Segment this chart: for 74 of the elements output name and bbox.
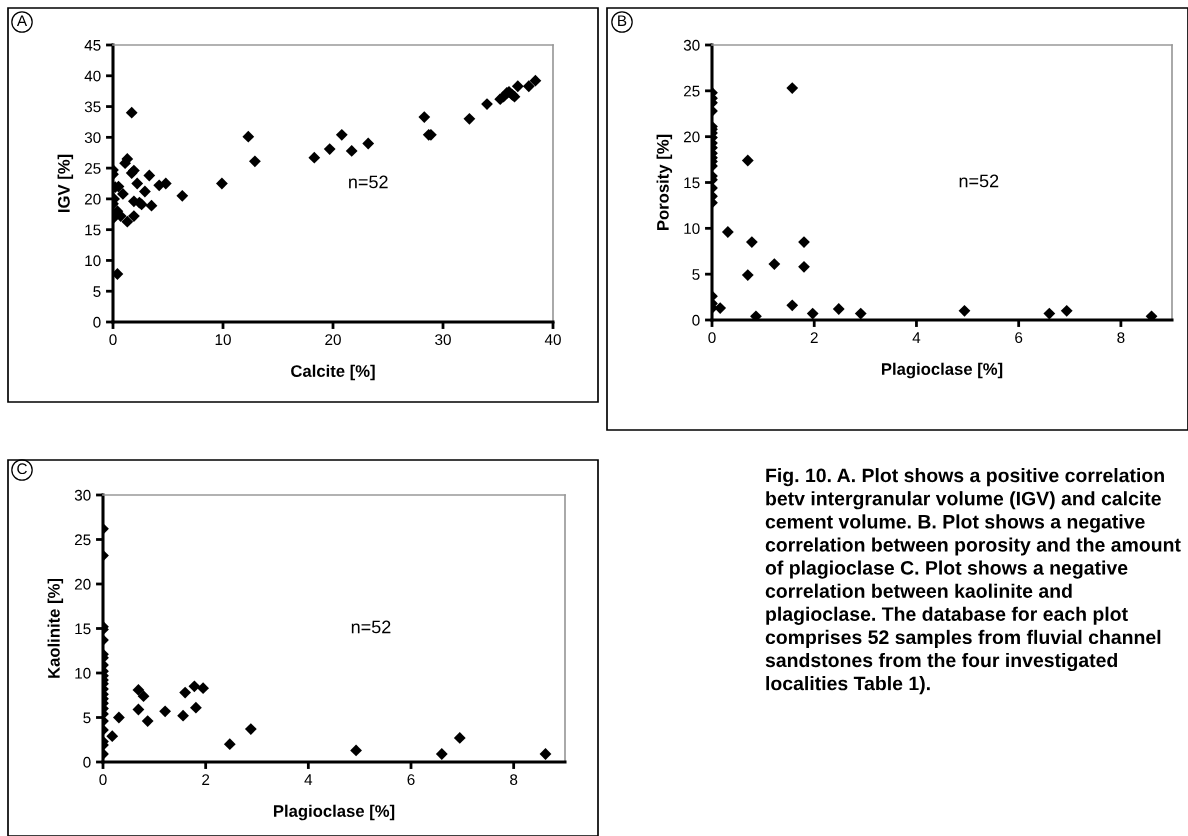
y-axis-title: Porosity [%] (656, 134, 673, 230)
y-tick-label: 45 (84, 40, 101, 51)
point (131, 177, 144, 190)
annotation: n=52 (959, 174, 999, 188)
y-tick-label: 5 (692, 269, 700, 280)
y-tick-label: 5 (93, 286, 101, 297)
x-tick-label: 0 (109, 334, 117, 346)
point (113, 268, 124, 280)
x-tick-label: 30 (435, 334, 451, 346)
text: Fig. 10. A. Plot shows a positive correlation betv intergranular volume (IGV) and calcite cement volume. B. Plot shows a negative correlation between porosity and the amount of plagioclase C. Plot shows a negative correlation between kaolinite and plagioclase. The database for each plot comprises 52 samples from fluvial channel sandstones from the four investigated localities Table 1). (765, 468, 1181, 695)
point (529, 74, 542, 87)
x-axis-title: Plagioclase [%] (881, 362, 1003, 379)
y-tick-label: 25 (84, 162, 101, 174)
y-tick-label: 30 (74, 489, 91, 501)
point (335, 128, 348, 141)
y-tick-label: 10 (684, 223, 700, 235)
point (216, 177, 228, 190)
x-axis-title: Plagioclase [%] (273, 804, 395, 821)
point (345, 144, 358, 157)
y-tick-label: 10 (75, 667, 91, 679)
point (362, 137, 375, 150)
point (125, 106, 138, 119)
y-tick-label: 15 (684, 177, 700, 189)
annotation: n=52 (349, 175, 388, 189)
point (121, 215, 134, 228)
text: A (16, 15, 28, 26)
point (522, 80, 535, 93)
x-tick-label: 2 (202, 774, 210, 785)
x-tick-label: 40 (544, 334, 561, 346)
point (242, 130, 255, 143)
y-tick-label: 30 (683, 39, 700, 51)
x-tick-label: 8 (1117, 332, 1125, 344)
x-tick-label: 0 (708, 332, 716, 344)
y-tick-label: 20 (683, 131, 700, 143)
point (463, 112, 476, 125)
y-tick-label: 15 (85, 224, 101, 236)
point (139, 185, 151, 198)
x-tick-label: 20 (325, 334, 341, 346)
point (308, 151, 321, 164)
y-tick-label: 20 (74, 578, 91, 590)
point (249, 155, 261, 168)
point (323, 143, 336, 155)
x-tick-label: 4 (912, 332, 921, 343)
point (128, 210, 140, 223)
text: B (618, 15, 627, 26)
y-axis-title: Kaolinite [%] (47, 578, 64, 678)
y-tick-label: 30 (84, 132, 101, 144)
x-tick-label: 2 (810, 332, 818, 343)
x-axis-title: Calcite [%] (291, 364, 375, 381)
text: C (17, 463, 27, 475)
y-tick-label: 20 (84, 193, 101, 205)
point (176, 189, 189, 202)
point (511, 80, 524, 93)
x-tick-label: 6 (407, 774, 415, 786)
y-tick-label: 0 (93, 316, 101, 328)
y-tick-label: 25 (74, 534, 91, 546)
point (143, 169, 156, 182)
y-tick-label: 0 (83, 756, 91, 768)
x-tick-label: 10 (215, 334, 231, 346)
y-tick-label: 5 (83, 712, 91, 724)
y-tick-label: 15 (75, 623, 91, 635)
x-tick-label: 6 (1015, 332, 1023, 344)
point (145, 199, 158, 212)
y-axis-title: IGV [%] (57, 154, 74, 213)
x-tick-label: 8 (510, 774, 518, 786)
annotation: n=52 (351, 620, 391, 634)
x-tick-label: 4 (304, 774, 313, 785)
y-tick-label: 35 (84, 101, 101, 113)
point (418, 111, 431, 123)
y-tick-label: 10 (85, 255, 101, 267)
y-tick-label: 25 (683, 85, 700, 97)
y-tick-label: 0 (692, 314, 700, 326)
y-tick-label: 40 (84, 70, 101, 82)
point (117, 188, 129, 200)
